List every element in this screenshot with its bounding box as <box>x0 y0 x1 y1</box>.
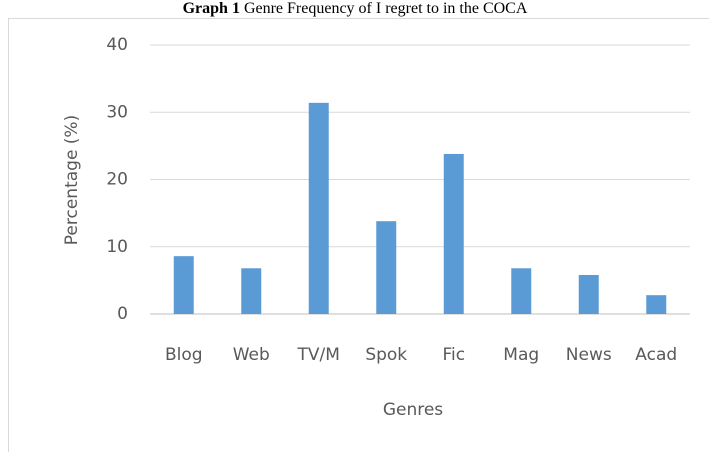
x-tick-label: Web <box>233 345 270 365</box>
y-tick-label: 30 <box>106 102 128 122</box>
y-tick-label: 20 <box>106 170 128 190</box>
x-tick-label: Spok <box>365 345 407 365</box>
bar <box>646 295 667 314</box>
x-tick-label: TV/M <box>297 345 340 365</box>
bar <box>578 274 599 314</box>
title-label: Graph 1 <box>183 0 240 17</box>
y-tick-label: 40 <box>106 35 128 55</box>
bar <box>308 102 329 315</box>
bar <box>173 256 194 314</box>
bar <box>241 268 262 314</box>
bar <box>376 221 397 314</box>
chart-border <box>8 18 709 452</box>
y-tick-label: 0 <box>117 304 128 324</box>
x-tick-label: News <box>566 345 612 365</box>
y-axis-title: Percentage (%) <box>62 115 82 245</box>
x-tick-label: Acad <box>635 345 677 365</box>
bar <box>511 268 532 314</box>
x-tick-label: Mag <box>503 345 539 365</box>
chart-title-group: Graph 1 Genre Frequency of I regret to in… <box>183 0 528 17</box>
chart-title: Genre Frequency of I regret to in the CO… <box>244 0 528 17</box>
y-tick-label: 10 <box>106 237 128 257</box>
bar <box>443 153 464 314</box>
x-tick-label: Fic <box>442 345 465 365</box>
x-tick-label: Blog <box>165 345 203 365</box>
x-axis-title: Genres <box>383 400 443 420</box>
